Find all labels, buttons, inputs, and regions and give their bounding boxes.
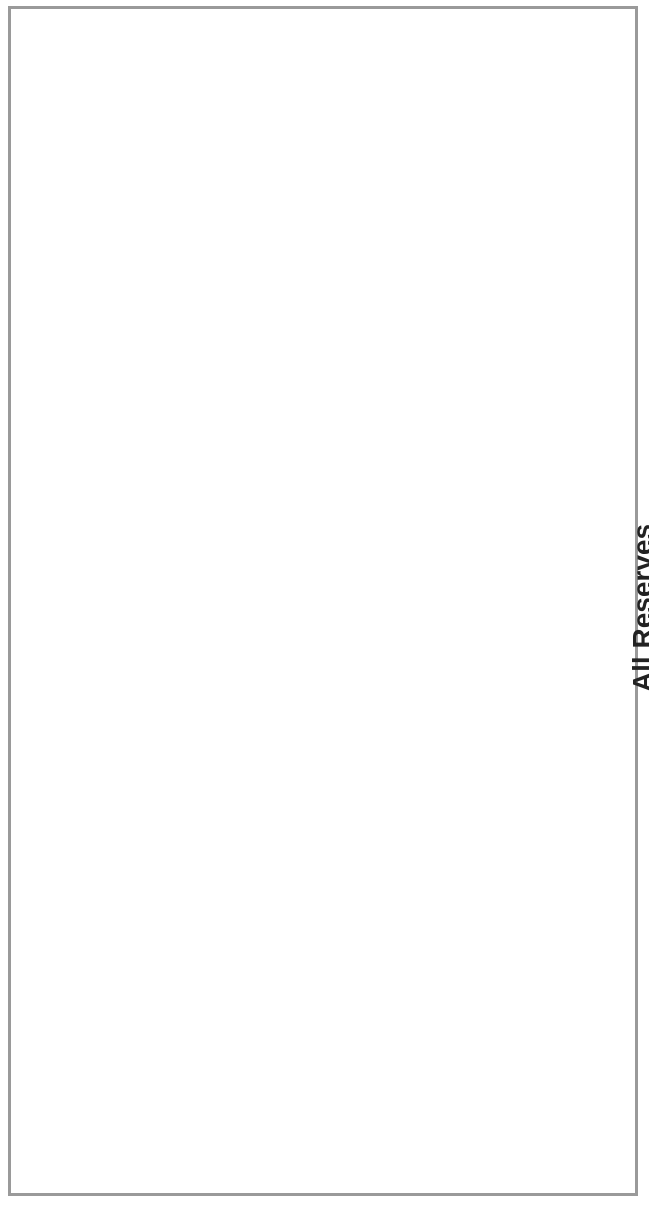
chart-title: All Reserves bbox=[627, 524, 649, 692]
chart-frame bbox=[8, 6, 638, 1196]
